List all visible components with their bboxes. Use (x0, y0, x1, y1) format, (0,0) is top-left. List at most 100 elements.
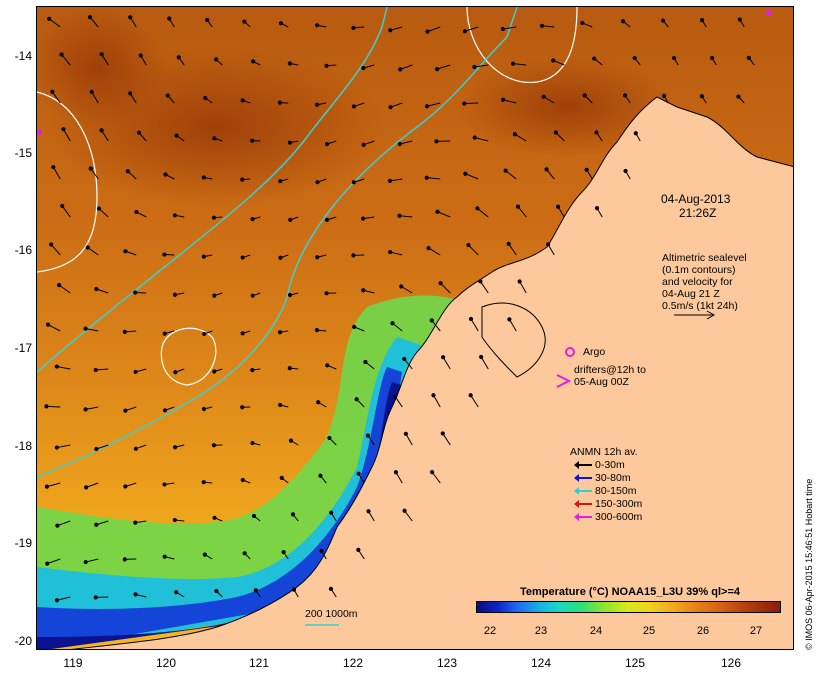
velocity-arrow (400, 286, 413, 294)
velocity-arrow-head (424, 175, 429, 180)
velocity-arrow-head (290, 512, 296, 517)
velocity-arrow (468, 244, 479, 256)
sealevel-contour (37, 91, 98, 273)
velocity-arrow (505, 170, 517, 180)
velocity-arrow-head (174, 133, 179, 138)
velocity-arrow-head (83, 559, 88, 565)
velocity-arrow-head (278, 21, 283, 26)
velocity-arrow-head (212, 369, 217, 374)
velocity-arrow-head (315, 180, 320, 185)
velocity-arrow-head (94, 446, 99, 452)
velocity-arrow-head (45, 322, 51, 327)
velocity-arrow (480, 281, 489, 294)
velocity-arrow-head (93, 595, 98, 600)
velocity-arrow-head (250, 138, 255, 143)
velocity-arrow-head (240, 98, 245, 103)
velocity-arrow (436, 64, 451, 70)
velocity-arrow-head (162, 554, 167, 559)
velocity-arrow (61, 205, 71, 218)
colorbar-tick: 23 (534, 625, 548, 637)
velocity-arrow-head (54, 445, 59, 450)
velocity-arrow-head (472, 135, 477, 140)
velocity-arrow-head (366, 509, 371, 514)
altimetry-note: Altimetric sealevel (662, 252, 747, 264)
velocity-arrow-head (398, 67, 403, 72)
velocity-arrow (404, 510, 413, 522)
velocity-arrow-head (580, 20, 585, 26)
x-axis-label: 123 (436, 656, 458, 670)
velocity-arrow-head (87, 15, 93, 20)
velocity-arrow-head (592, 56, 597, 61)
velocity-arrow-head (287, 61, 292, 66)
velocity-arrow-head (551, 58, 556, 63)
velocity-arrow-head (165, 93, 170, 98)
velocity-arrow-head (138, 53, 143, 58)
velocity-arrow (470, 318, 479, 332)
velocity-arrow-head (475, 206, 480, 211)
colorbar-tick: 27 (749, 625, 763, 637)
velocity-arrow-head (555, 204, 561, 209)
anmn-legend-item: 80-150m (574, 485, 636, 497)
velocity-arrow (512, 63, 527, 66)
anmn-legend-label: 0-30m (595, 459, 625, 471)
velocity-arrow-head (212, 136, 217, 141)
velocity-arrow-head (61, 127, 66, 132)
velocity-arrow-head (507, 317, 512, 322)
velocity-arrow-head (211, 215, 217, 220)
velocity-arrow-head (440, 431, 445, 436)
velocity-arrow-head (327, 435, 332, 441)
velocity-arrow (87, 247, 99, 256)
velocity-arrow (61, 54, 71, 66)
drifter-symbol (556, 374, 572, 388)
velocity-arrow-head (425, 29, 430, 34)
velocity-arrow (477, 207, 489, 218)
velocity-arrow-head (240, 477, 245, 483)
velocity-scale-head (706, 310, 716, 320)
velocity-arrow-head (45, 561, 50, 566)
velocity-arrow-head (291, 587, 297, 592)
altimetry-note: 0.5m/s (1kt 24h) (662, 300, 738, 312)
velocity-arrow-head (388, 249, 393, 255)
velocity-arrow-head (123, 249, 128, 254)
velocity-arrow-head (240, 177, 245, 182)
velocity-arrow-head (324, 63, 329, 68)
velocity-arrow (50, 244, 61, 256)
velocity-arrow-head (315, 255, 320, 260)
y-axis-label: -19 (14, 536, 32, 550)
velocity-arrow-head (361, 142, 366, 147)
velocity-arrow (480, 356, 489, 370)
colorbar-tick: 22 (483, 625, 497, 637)
velocity-arrow-head (287, 292, 293, 298)
velocity-arrow-head (167, 16, 172, 21)
y-axis-label: -17 (14, 341, 32, 355)
velocity-arrow-head (201, 254, 206, 259)
velocity-arrow (56, 366, 71, 370)
velocity-arrow-head (201, 406, 207, 412)
velocity-arrow-head (172, 517, 177, 523)
warm-patch (37, 7, 167, 127)
velocity-arrow-head (426, 246, 431, 251)
velocity-arrow-head (172, 213, 178, 218)
velocity-arrow (56, 596, 71, 601)
velocity-arrow-head (251, 59, 256, 64)
velocity-arrow-head (594, 206, 600, 211)
x-axis-label: 125 (624, 656, 646, 670)
velocity-arrow-head (403, 431, 408, 437)
velocity-arrow-head (352, 324, 357, 329)
velocity-arrow-head (123, 484, 128, 489)
velocity-arrow-head (288, 438, 294, 443)
velocity-arrow-head (365, 433, 371, 438)
velocity-arrow-head (736, 94, 741, 99)
credit-text: © IMOS 06-Apr-2015 15:46:51 Hobart time (804, 478, 814, 650)
velocity-arrow-head (390, 321, 395, 326)
velocity-arrow (431, 320, 441, 332)
velocity-arrow-head (466, 242, 471, 248)
velocity-arrow-head (553, 130, 558, 135)
velocity-arrow (90, 168, 99, 180)
velocity-arrow-head (325, 363, 330, 368)
velocity-arrow-head (512, 132, 517, 137)
velocity-arrow-head (397, 141, 402, 147)
colorbar-tick: 24 (589, 625, 603, 637)
velocity-arrow-head (51, 164, 56, 170)
velocity-arrow-head (125, 169, 130, 174)
